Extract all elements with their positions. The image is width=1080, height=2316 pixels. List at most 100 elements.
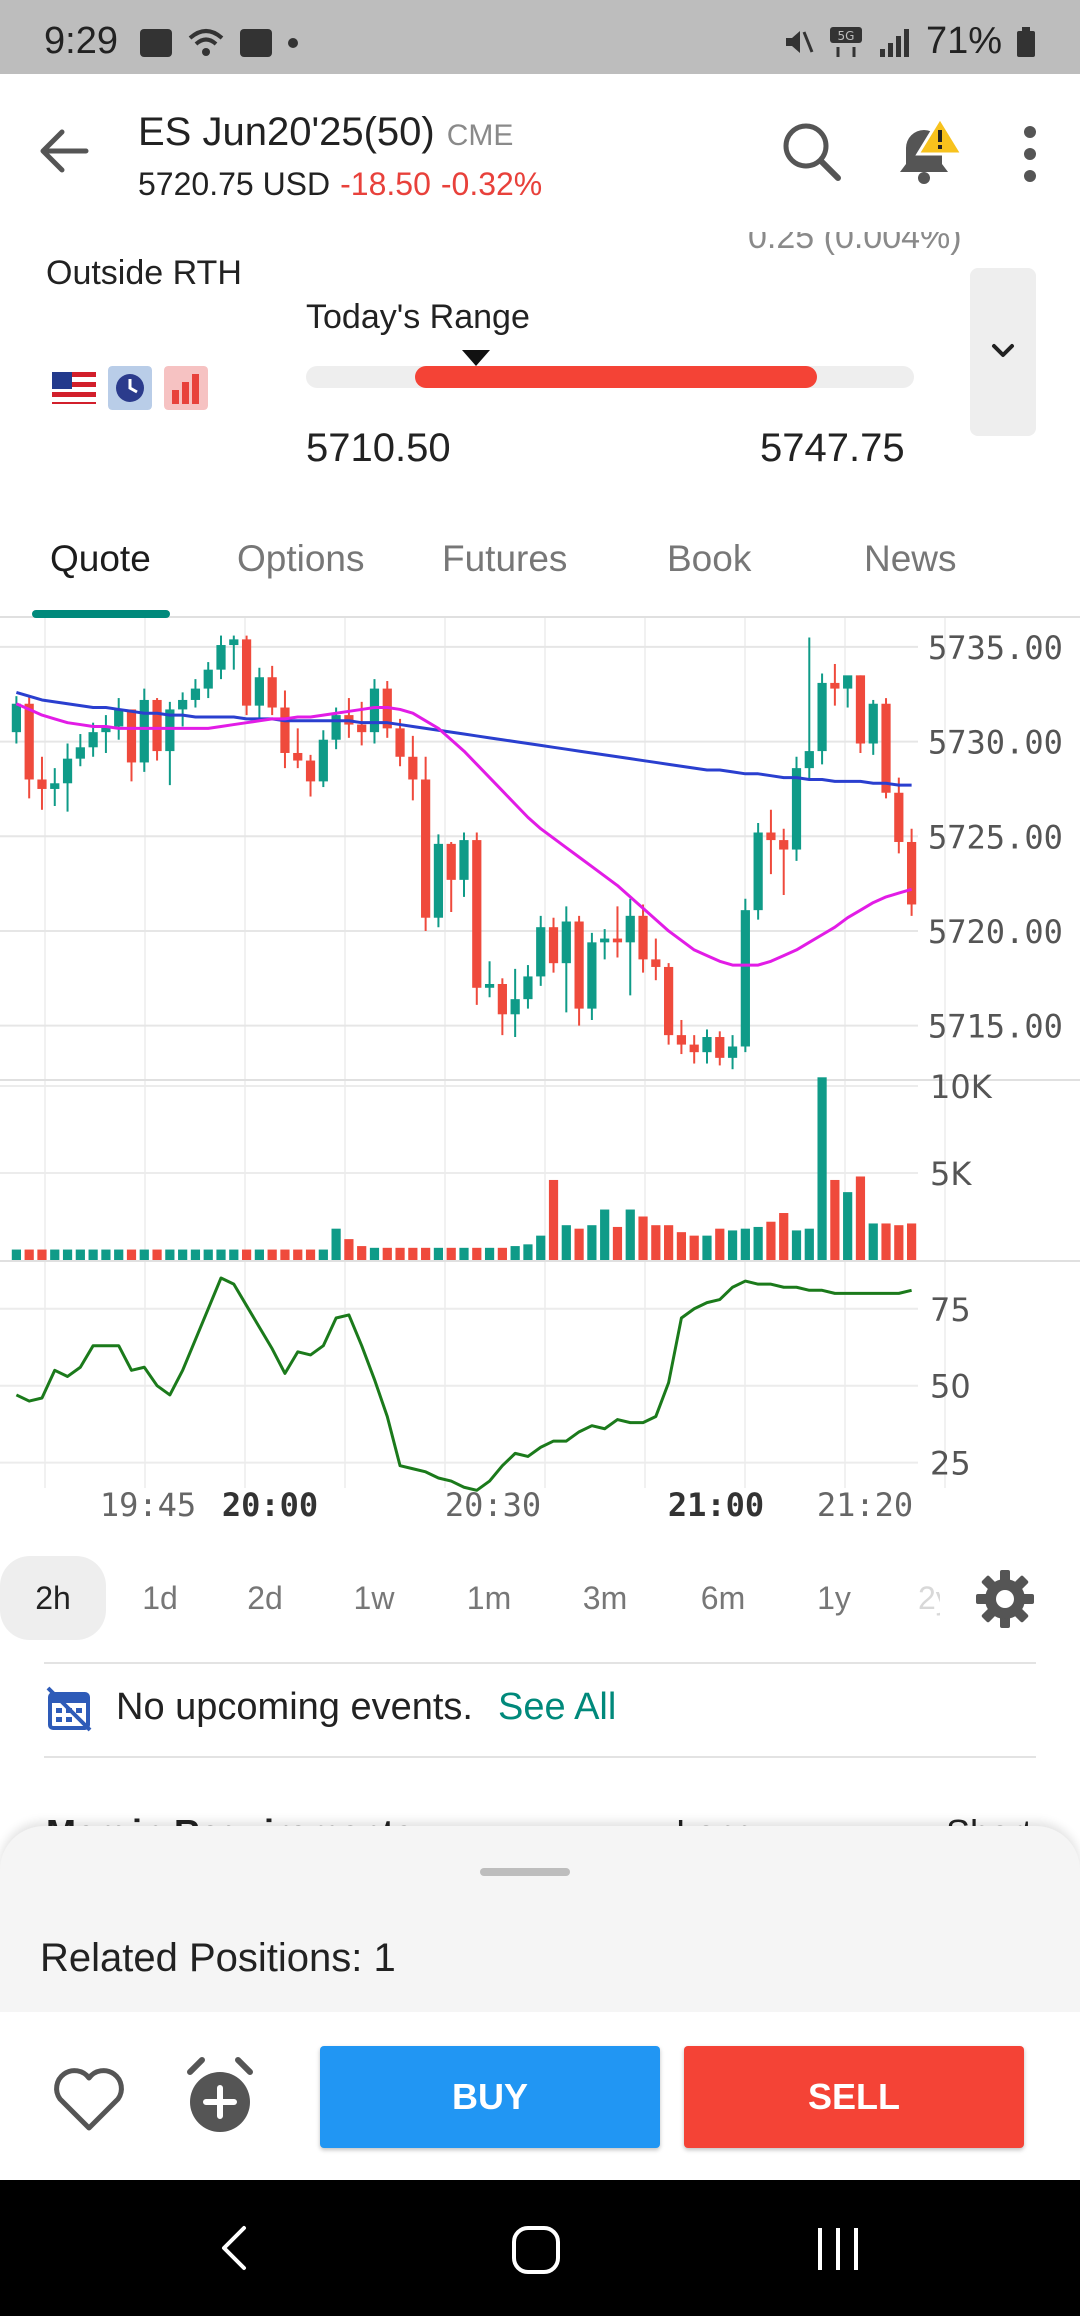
volume-bar <box>907 1223 917 1260</box>
price-change-percent: -0.32% <box>440 166 543 202</box>
volume-bar <box>753 1226 763 1260</box>
watchlist-heart-icon[interactable] <box>48 2058 130 2140</box>
period-3m[interactable]: 3m <box>582 1580 628 1616</box>
svg-text:5G: 5G <box>837 29 854 43</box>
candle-body <box>395 728 405 757</box>
volume-bar <box>766 1221 776 1260</box>
volume-bar <box>587 1225 597 1260</box>
price-axis-label: 5720.00 <box>928 913 1063 951</box>
related-positions-sheet[interactable]: Related Positions: 1 <box>0 1826 1080 2012</box>
volume-bar <box>612 1226 623 1260</box>
candle-body <box>357 724 367 733</box>
volume-bar <box>267 1249 277 1260</box>
price-axis-label: 5730.00 <box>928 724 1063 762</box>
volume-bar <box>37 1249 47 1260</box>
volume-bar <box>638 1216 648 1260</box>
candle-body <box>178 699 188 710</box>
back-arrow-icon[interactable] <box>30 116 100 186</box>
candle-body <box>907 841 917 905</box>
volume-axis-label: 5K <box>930 1155 972 1193</box>
status-time: 9:29 <box>44 20 118 62</box>
volume-bar <box>830 1179 840 1260</box>
trading-hours-clock-icon <box>108 366 152 410</box>
tab-futures[interactable]: Futures <box>442 538 568 579</box>
volume-bar <box>843 1192 853 1260</box>
trade-action-bar: BUY SELL <box>0 2012 1080 2180</box>
expand-details-button[interactable] <box>970 268 1036 436</box>
volume-bar <box>574 1228 584 1260</box>
tab-news[interactable]: News <box>864 538 957 579</box>
volume-bar <box>855 1176 866 1260</box>
nav-home-icon[interactable] <box>510 2224 562 2276</box>
candle-body <box>689 1044 699 1053</box>
period-1w[interactable]: 1w <box>353 1580 395 1616</box>
candle-body <box>88 732 98 748</box>
sell-button[interactable]: SELL <box>684 2046 1024 2148</box>
see-all-link[interactable]: See All <box>498 1686 617 1728</box>
related-positions-label: Related Positions: <box>40 1936 363 1980</box>
exchange-label: CME <box>446 119 514 152</box>
tab-book[interactable]: Book <box>667 538 752 579</box>
oscillator-axis-label: 75 <box>930 1291 971 1329</box>
partial-change-text: 0.25 (0.004%) <box>748 218 962 256</box>
candle-body <box>676 1035 687 1045</box>
sheet-drag-handle[interactable] <box>480 1868 570 1876</box>
tab-quote[interactable]: Quote <box>50 538 151 579</box>
volume-bar <box>689 1235 699 1260</box>
add-alarm-icon[interactable] <box>178 2050 262 2140</box>
nav-recents-icon[interactable] <box>812 2226 864 2272</box>
chart-settings-gear-icon[interactable] <box>974 1568 1036 1630</box>
range-label: Today's Range <box>306 298 530 336</box>
period-2h[interactable]: 2h <box>0 1556 106 1640</box>
tab-options[interactable]: Options <box>237 538 365 579</box>
volume-bar <box>433 1247 444 1260</box>
volume-bar <box>305 1249 316 1260</box>
volume-bar <box>216 1249 226 1260</box>
mute-icon <box>785 30 814 53</box>
volume-bar <box>868 1223 878 1260</box>
candle-body <box>484 984 495 988</box>
status-bar: 9:29 5G 71% <box>0 0 1080 74</box>
search-icon[interactable] <box>776 116 846 186</box>
todays-range-fill <box>415 366 817 388</box>
price-change: -18.50 <box>340 166 431 202</box>
nav-back-icon[interactable] <box>210 2222 262 2274</box>
candle-body <box>894 792 904 842</box>
volume-bar <box>241 1249 252 1260</box>
range-high: 5747.75 <box>760 426 905 470</box>
volume-bar <box>791 1230 802 1260</box>
candle-body <box>600 938 610 943</box>
app-header: ES Jun20'25(50) CME 5720.75 USD -18.50 -… <box>0 74 1080 229</box>
period-2y[interactable]: 2y <box>918 1580 940 1616</box>
volume-axis-label: 10K <box>930 1068 993 1106</box>
buy-button[interactable]: BUY <box>320 2046 660 2148</box>
volume-bar <box>357 1246 367 1260</box>
period-selector: 2h 1d 2d 1w 1m 3m 6m 1y 2y <box>0 1556 1080 1640</box>
period-1d[interactable]: 1d <box>142 1580 178 1616</box>
volume-bar <box>484 1247 495 1260</box>
period-6m[interactable]: 6m <box>700 1580 746 1616</box>
more-options-icon[interactable] <box>1010 120 1050 190</box>
volume-bar <box>62 1249 73 1260</box>
price-chart[interactable]: 5735.00 5730.00 5725.00 5720.00 5715.00 10K 5K… <box>0 618 1080 1518</box>
volume-bar <box>165 1249 175 1260</box>
network-5g-icon: 5G <box>829 26 862 57</box>
candle-body <box>203 669 213 689</box>
no-events-text: No upcoming events. <box>116 1686 473 1728</box>
volume-bar <box>178 1249 188 1260</box>
notification-dot-icon <box>288 38 298 48</box>
system-nav-bar <box>0 2180 1080 2316</box>
period-2d[interactable]: 2d <box>247 1580 283 1616</box>
volume-bar <box>254 1249 264 1260</box>
alert-bell-icon[interactable] <box>888 116 968 186</box>
volume-bar <box>280 1249 290 1260</box>
oscillator-line <box>15 1276 912 1492</box>
volume-bar <box>293 1249 303 1260</box>
candle-body <box>229 639 239 646</box>
volume-bar <box>804 1228 814 1260</box>
candle-body <box>497 984 507 1015</box>
period-1y[interactable]: 1y <box>817 1580 851 1616</box>
candle-body <box>24 703 34 780</box>
volume-bar <box>664 1225 674 1260</box>
period-1m[interactable]: 1m <box>466 1580 512 1616</box>
